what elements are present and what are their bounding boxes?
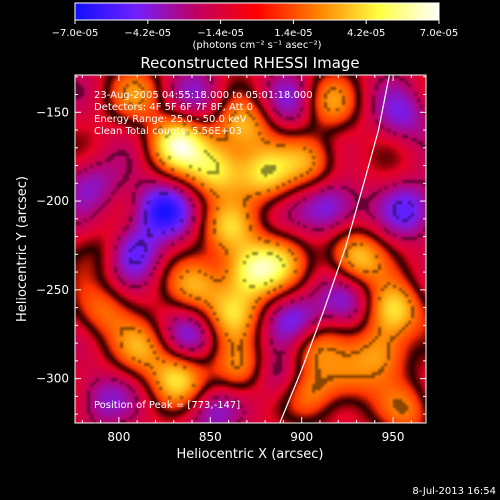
x-tick-label: 800 xyxy=(107,430,130,444)
colorbar-unit-label: (photons cm⁻² s⁻¹ asec⁻²) xyxy=(192,40,321,51)
annotation-time-range: 23-Aug-2005 04:55:18.000 to 05:01:18.000 xyxy=(94,90,313,101)
colorbar-tick-label: 1.4e-05 xyxy=(274,28,312,39)
annotation-block: 23-Aug-2005 04:55:18.000 to 05:01:18.000… xyxy=(94,90,313,137)
y-tick-label: −150 xyxy=(36,105,69,119)
x-tick-label: 850 xyxy=(199,430,222,444)
timestamp: 8-Jul-2013 16:54 xyxy=(412,486,496,497)
annotation-energy-range: Energy Range: 25.0 - 50.0 keV xyxy=(94,114,247,125)
solar-limb-curve xyxy=(279,75,390,423)
colorbar-tick-labels: −7.0e-05 −4.2e-05 −1.4e-05 1.4e-05 4.2e-05 7.… xyxy=(52,28,459,39)
heatmap-image xyxy=(75,75,426,423)
x-tick-label: 900 xyxy=(290,430,313,444)
y-tick-label: −300 xyxy=(36,372,69,386)
colorbar-tick-label: −7.0e-05 xyxy=(52,28,99,39)
y-tick-label: −250 xyxy=(36,283,69,297)
chart-title: Reconstructed RHESSI Image xyxy=(140,54,359,72)
x-axis-label: Heliocentric X (arcsec) xyxy=(177,447,324,462)
x-tick-label: 950 xyxy=(382,430,405,444)
colorbar-tick-label: −1.4e-05 xyxy=(197,28,244,39)
annotation-clean-counts: Clean Total counts: 5.56E+03 xyxy=(94,126,242,137)
x-axis-ticks: 800 850 900 950 xyxy=(81,75,412,444)
colorbar xyxy=(74,2,440,21)
y-tick-label: −200 xyxy=(36,194,69,208)
colorbar-tick-label: −4.2e-05 xyxy=(124,28,171,39)
y-axis-ticks: −150 −200 −250 −300 xyxy=(36,76,426,415)
colorbar-tick-label: 7.0e-05 xyxy=(420,28,458,39)
plot-frame xyxy=(74,74,427,424)
colorbar-tick-label: 4.2e-05 xyxy=(347,28,385,39)
annotation-detectors: Detectors: 4F 5F 6F 7F 8F, Att 0 xyxy=(94,102,253,113)
y-axis-label: Heliocentric Y (arcsec) xyxy=(15,176,30,322)
colorbar-ticks xyxy=(74,20,440,24)
peak-position-label: Position of Peak = [773,-147] xyxy=(94,400,240,411)
